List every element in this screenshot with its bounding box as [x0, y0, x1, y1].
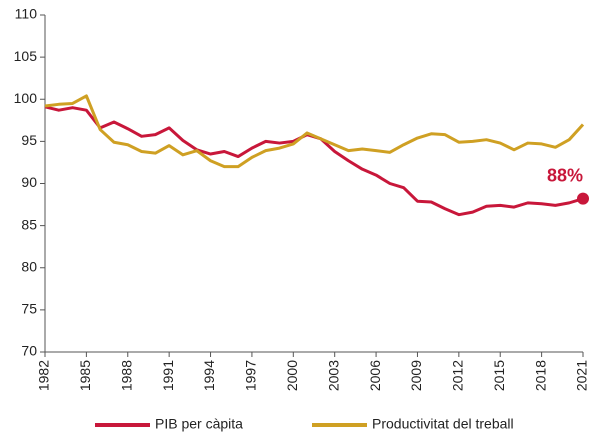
series-line: [44, 94, 585, 169]
x-tick-label: 2021: [574, 360, 590, 391]
y-tick-label: 80: [21, 258, 37, 274]
x-tick-label: 2015: [491, 360, 507, 391]
y-tick-label: 70: [21, 343, 37, 359]
x-tick-label: 1985: [77, 360, 93, 391]
x-tick-label: 2012: [450, 360, 466, 391]
y-tick-label: 105: [14, 48, 38, 64]
x-tick-label: 1982: [36, 360, 52, 391]
y-tick-label: 90: [21, 174, 37, 190]
end-point: [577, 192, 589, 205]
x-tick-label: 1988: [118, 360, 134, 391]
x-tick-label: 2000: [284, 360, 300, 391]
x-tick-label: 1994: [201, 360, 217, 391]
x-tick-label: 2003: [325, 360, 341, 391]
legend-label: Productivitat del treball: [372, 416, 514, 432]
x-tick-label: 2006: [367, 360, 383, 391]
x-tick-label: 1997: [243, 360, 259, 391]
y-tick-label: 100: [14, 90, 38, 106]
y-tick-label: 110: [15, 6, 38, 22]
x-tick-label: 2009: [408, 360, 424, 391]
legend-label: PIB per càpita: [155, 416, 243, 432]
y-tick-label: 75: [21, 301, 37, 317]
y-tick-label: 85: [21, 216, 37, 232]
series-line: [44, 105, 584, 217]
x-tick-label: 2018: [532, 360, 548, 391]
x-tick-label: 1991: [160, 360, 176, 391]
y-tick-label: 95: [21, 132, 37, 148]
annotation: 88%: [547, 165, 583, 185]
